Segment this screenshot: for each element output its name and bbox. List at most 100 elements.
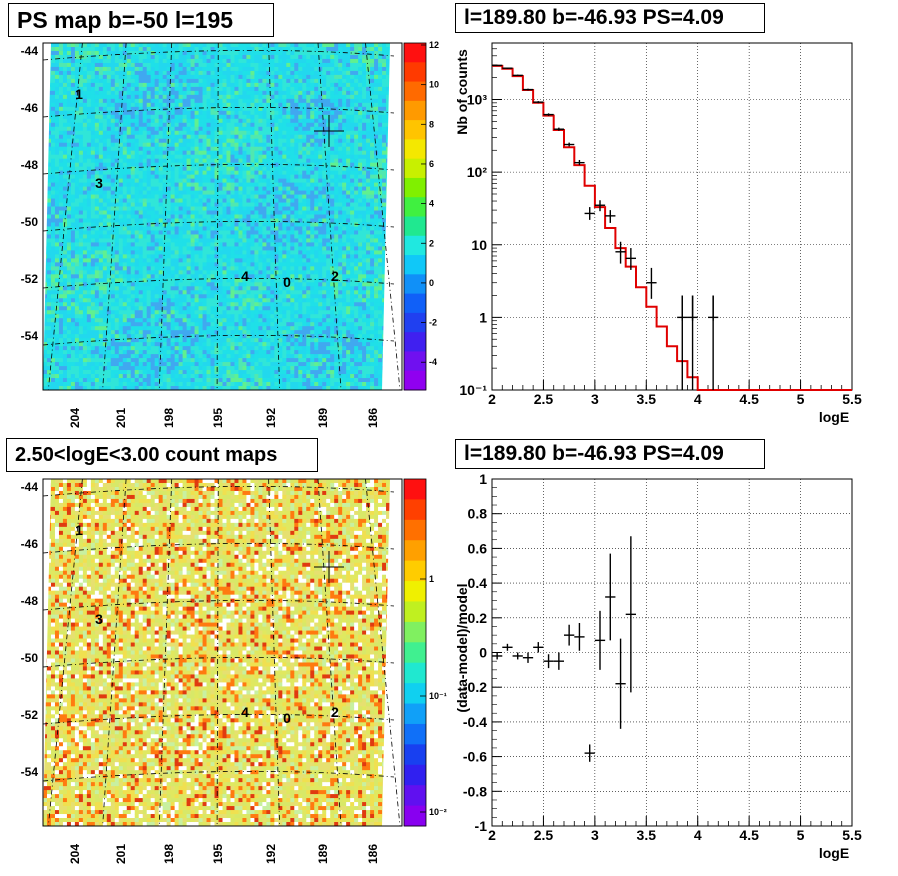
lat-tick-label: -46 [21, 101, 39, 115]
lon-tick-label: 192 [264, 844, 278, 864]
colorbar-tick-label: 4 [429, 199, 434, 209]
colorbar-step [404, 785, 426, 806]
x-tick-label: 2 [488, 827, 496, 843]
data-point [564, 143, 574, 147]
colorbar-step [404, 101, 426, 121]
colorbar-step [404, 581, 426, 602]
colorbar-step [404, 62, 426, 82]
data-point [646, 268, 656, 299]
colorbar-step [404, 217, 426, 237]
residual-point [502, 644, 512, 651]
lat-tick-label: -50 [21, 215, 39, 229]
x-tick-label: 5 [797, 827, 805, 843]
colorbar-step [404, 520, 426, 541]
map-pixels [43, 43, 402, 390]
x-tick-label: 4 [694, 391, 702, 407]
y-tick-label: 0.8 [468, 506, 488, 522]
lon-tick-label: 204 [68, 408, 82, 428]
colorbar-tick-label: 2 [429, 238, 434, 248]
lat-tick-label: -48 [21, 158, 39, 172]
colorbar-step [404, 351, 426, 371]
y-tick-label: 0.4 [468, 575, 488, 591]
lon-tick-label: 189 [316, 408, 330, 428]
residual-point [615, 639, 625, 729]
source-label-4: 4 [241, 704, 249, 720]
x-tick-label: 5.5 [842, 827, 862, 843]
spectrum-title: l=189.80 b=-46.93 PS=4.09 [455, 3, 765, 33]
lon-tick-label: 198 [162, 844, 176, 864]
y-tick-label: 0 [479, 645, 487, 661]
residual-point [492, 653, 502, 660]
colorbar-step [404, 601, 426, 622]
colorbar-step [404, 43, 426, 63]
colorbar-step [404, 371, 426, 391]
x-tick-label: 5 [797, 391, 805, 407]
residual-point [626, 536, 636, 692]
residual-point [595, 611, 605, 670]
y-tick-label: -1 [475, 818, 488, 834]
colorbar-step [404, 683, 426, 704]
colorbar-tick-label: -2 [429, 318, 437, 328]
colorbar-step [404, 561, 426, 582]
colorbar-step [404, 178, 426, 198]
x-tick-label: 5.5 [842, 391, 862, 407]
colorbar-step [404, 274, 426, 294]
x-tick-label: 3 [591, 827, 599, 843]
lon-tick-label: 198 [162, 408, 176, 428]
colorbar-step [404, 622, 426, 643]
colorbar-tick-label: 10⁻² [429, 807, 447, 817]
lon-tick-label: 186 [366, 408, 380, 428]
colorbar-step [404, 724, 426, 745]
colorbar-step [404, 499, 426, 520]
lat-tick-label: -44 [21, 480, 39, 494]
x-tick-label: 3.5 [637, 827, 657, 843]
x-axis-label: logE [819, 409, 849, 425]
colorbar-step [404, 294, 426, 314]
colorbar-step [404, 197, 426, 217]
colorbar-step [404, 120, 426, 140]
source-label-2: 2 [331, 268, 339, 284]
residual-title: l=189.80 b=-46.93 PS=4.09 [455, 439, 765, 469]
colorbar-tick-label: 12 [429, 40, 439, 50]
y-tick-label: 1 [479, 471, 487, 487]
x-tick-label: 2 [488, 391, 496, 407]
y-tick-label: 0.2 [468, 610, 488, 626]
residual-point [605, 554, 615, 641]
data-point [595, 200, 605, 211]
y-tick-label: 0.6 [468, 540, 488, 556]
lon-tick-label: 186 [366, 844, 380, 864]
lon-tick-label: 195 [211, 844, 225, 864]
y-tick-label: -0.6 [463, 749, 487, 765]
x-tick-label: 4 [694, 827, 702, 843]
lon-tick-label: 201 [114, 408, 128, 428]
residual-point [533, 642, 543, 652]
x-tick-label: 2.5 [534, 827, 554, 843]
colorbar-tick-label: 10⁻¹ [429, 691, 447, 701]
lon-tick-label: 189 [316, 844, 330, 864]
y-tick-label: 10² [467, 164, 488, 180]
residual-point [585, 744, 595, 761]
data-point [513, 75, 523, 76]
residual-point [574, 623, 584, 651]
lat-tick-label: -50 [21, 651, 39, 665]
colorbar-step [404, 806, 426, 827]
colorbar-step [404, 704, 426, 725]
lat-tick-label: -52 [21, 708, 39, 722]
plot-frame [492, 43, 852, 390]
colorbar-step [404, 139, 426, 159]
colorbar-tick-label: -4 [429, 357, 437, 367]
residual-point [513, 653, 523, 660]
colorbar-step [404, 663, 426, 684]
count-map-title: 2.50<logE<3.00 count maps [6, 438, 318, 472]
y-tick-label: 1 [479, 309, 487, 325]
data-point [585, 207, 595, 220]
colorbar-step [404, 744, 426, 765]
residual-point [543, 654, 553, 668]
data-point [523, 89, 533, 91]
